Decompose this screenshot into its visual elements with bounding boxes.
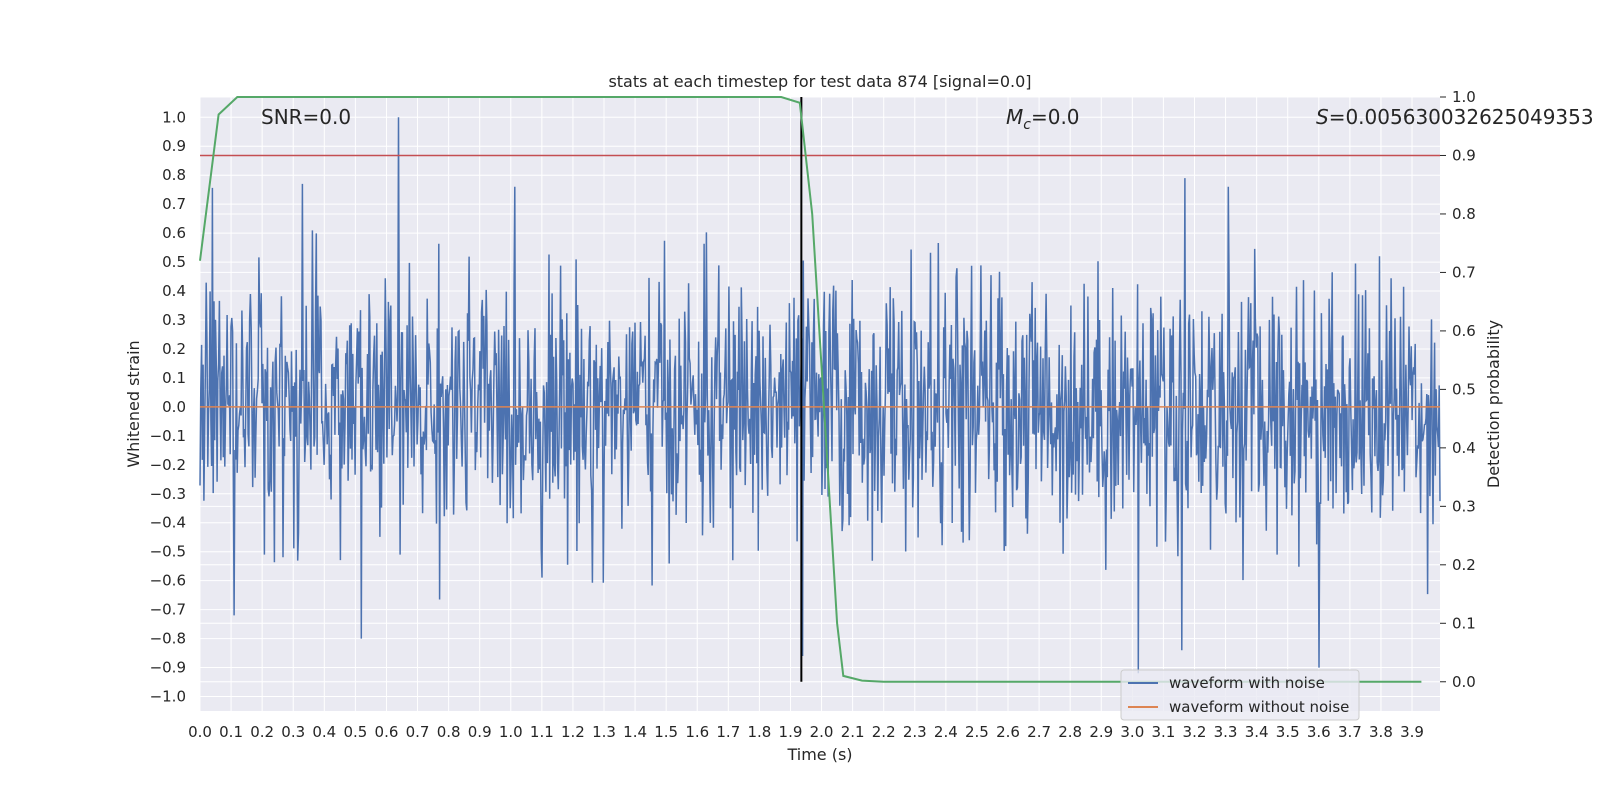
x-tick-label: 0.8 — [437, 723, 461, 741]
x-tick-label: 1.4 — [623, 723, 647, 741]
y-tick-label: 0.6 — [162, 224, 186, 242]
y2-tick-label: 0.4 — [1452, 439, 1476, 457]
x-tick-label: 3.3 — [1214, 723, 1238, 741]
x-tick-label: 0.2 — [250, 723, 274, 741]
y2-tick-label: 0.9 — [1452, 146, 1476, 164]
x-tick-label: 0.3 — [281, 723, 305, 741]
y-tick-label: 0.5 — [162, 253, 186, 271]
y-tick-label: 0.1 — [162, 369, 186, 387]
y2-tick-label: 0.7 — [1452, 263, 1476, 281]
x-tick-label: 1.5 — [654, 723, 678, 741]
x-tick-label: 2.8 — [1058, 723, 1082, 741]
y-tick-label: −0.5 — [150, 543, 186, 561]
x-tick-label: 0.9 — [468, 723, 492, 741]
snr-annotation: SNR=0.0 — [261, 105, 351, 129]
y-tick-label: 0.3 — [162, 311, 186, 329]
x-tick-label: 2.4 — [934, 723, 958, 741]
y-axis-ticks: 1.0 0.9 0.8 0.7 0.6 0.5 0.4 0.3 0.2 0.1 0.0 −0.1 −0.… — [150, 108, 186, 705]
x-tick-label: 0.5 — [343, 723, 367, 741]
y-tick-label: −0.6 — [150, 572, 186, 590]
x-tick-label: 2.7 — [1027, 723, 1051, 741]
x-tick-label: 0.0 — [188, 723, 212, 741]
x-tick-label: 3.7 — [1338, 723, 1362, 741]
x-tick-label: 0.7 — [406, 723, 430, 741]
x-tick-label: 1.3 — [592, 723, 616, 741]
y-tick-label: −0.9 — [150, 659, 186, 677]
x-tick-label: 1.6 — [685, 723, 709, 741]
x-axis-ticks: 0.0 0.1 0.2 0.3 0.4 0.5 0.6 0.7 0.8 0.9 1.0 1.1 1.2 1… — [188, 723, 1424, 741]
x-tick-label: 2.2 — [872, 723, 896, 741]
y-tick-label: −1.0 — [150, 688, 186, 706]
x-tick-label: 2.0 — [810, 723, 834, 741]
x-tick-label: 3.2 — [1183, 723, 1207, 741]
x-tick-label: 1.7 — [716, 723, 740, 741]
legend: waveform with noise waveform without noi… — [1120, 669, 1360, 721]
x-tick-label: 2.1 — [841, 723, 865, 741]
y-tick-label: −0.1 — [150, 427, 186, 445]
y-axis-label: Whitened strain — [124, 340, 143, 467]
y2-tick-label: 1.0 — [1452, 88, 1476, 106]
x-tick-label: 0.1 — [219, 723, 243, 741]
y2-tick-label: 0.2 — [1452, 556, 1476, 574]
data-series — [199, 96, 1441, 683]
y-tick-label: −0.4 — [150, 514, 186, 532]
mc-subscript: c — [1023, 117, 1031, 133]
x-axis-label: Time (s) — [786, 745, 852, 764]
s-value: =0.005630032625049353 — [1329, 105, 1594, 129]
s-symbol: S — [1316, 105, 1329, 129]
x-tick-label: 3.6 — [1307, 723, 1331, 741]
y-tick-label: 0.8 — [162, 166, 186, 184]
y-tick-label: −0.7 — [150, 601, 186, 619]
y-tick-label: 0.9 — [162, 137, 186, 155]
legend-box — [1120, 669, 1360, 721]
x-tick-label: 2.9 — [1089, 723, 1113, 741]
legend-label-with-noise: waveform with noise — [1169, 674, 1325, 692]
series-detection-probability — [199, 96, 1422, 683]
x-tick-label: 3.1 — [1151, 723, 1175, 741]
x-tick-label: 3.9 — [1400, 723, 1424, 741]
y-tick-label: 0.0 — [162, 398, 186, 416]
y2-tick-label: 0.5 — [1452, 380, 1476, 398]
x-tick-label: 3.8 — [1369, 723, 1393, 741]
x-tick-label: 3.0 — [1120, 723, 1144, 741]
y-tick-label: 0.7 — [162, 195, 186, 213]
x-tick-label: 2.3 — [903, 723, 927, 741]
legend-label-without-noise: waveform without noise — [1169, 698, 1349, 716]
x-tick-label: 1.8 — [747, 723, 771, 741]
series-waveform-with-noise — [199, 117, 1441, 674]
x-tick-label: 0.4 — [312, 723, 336, 741]
y2-axis-ticks: 1.0 0.9 0.8 0.7 0.6 0.5 0.4 0.3 0.2 0.1 0.0 — [1440, 88, 1476, 691]
y-tick-label: 1.0 — [162, 108, 186, 126]
y-tick-label: −0.3 — [150, 485, 186, 503]
mc-value: =0.0 — [1031, 105, 1080, 129]
y-tick-label: −0.8 — [150, 630, 186, 648]
x-tick-label: 1.0 — [499, 723, 523, 741]
y-tick-label: 0.4 — [162, 282, 186, 300]
y2-tick-label: 0.0 — [1452, 673, 1476, 691]
x-tick-label: 1.9 — [779, 723, 803, 741]
y-tick-label: 0.2 — [162, 340, 186, 358]
x-tick-label: 1.1 — [530, 723, 554, 741]
s-annotation: S=0.005630032625049353 — [1316, 105, 1594, 129]
chart-title: stats at each timestep for test data 874… — [608, 72, 1031, 91]
chirp-mass-annotation: Mc=0.0 — [1006, 105, 1080, 133]
x-tick-label: 3.5 — [1276, 723, 1300, 741]
y2-tick-label: 0.3 — [1452, 497, 1476, 515]
y2-tick-label: 0.1 — [1452, 614, 1476, 632]
x-tick-label: 2.6 — [996, 723, 1020, 741]
x-tick-label: 1.2 — [561, 723, 585, 741]
x-tick-label: 2.5 — [965, 723, 989, 741]
mc-symbol: M — [1006, 105, 1023, 129]
y2-tick-label: 0.6 — [1452, 322, 1476, 340]
y2-axis-label: Detection probability — [1484, 320, 1503, 488]
y-tick-label: −0.2 — [150, 456, 186, 474]
y2-tick-label: 0.8 — [1452, 205, 1476, 223]
x-tick-label: 3.4 — [1245, 723, 1269, 741]
x-tick-label: 0.6 — [375, 723, 399, 741]
